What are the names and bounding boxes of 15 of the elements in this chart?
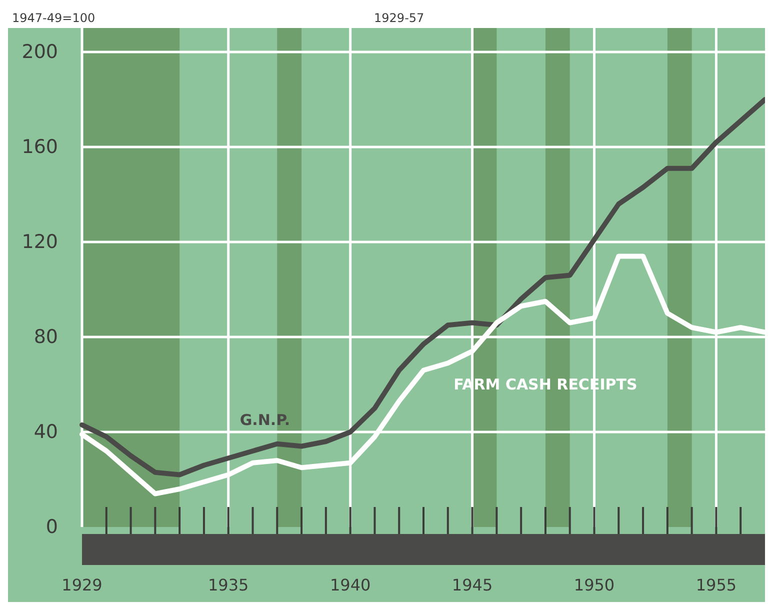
y-tick-label: 40 [34,421,58,443]
y-tick-label: 80 [34,326,58,348]
series-label: G.N.P. [240,411,290,429]
y-tick-label: 200 [22,41,58,63]
y-tick-label: 0 [46,516,58,538]
y-tick-label: 160 [22,136,58,158]
x-tick-label: 1929 [62,575,102,594]
x-tick-label: 1945 [452,575,493,594]
y-tick-label: 120 [22,231,58,253]
x-tick-label: 1935 [208,575,249,594]
y-axis-title: 1947-49=100 [12,11,96,25]
x-tick-label: 1955 [696,575,737,594]
x-tick-label: 1950 [574,575,615,594]
chart-subtitle: 1929-57 [374,11,424,25]
x-tick-label: 1940 [330,575,371,594]
